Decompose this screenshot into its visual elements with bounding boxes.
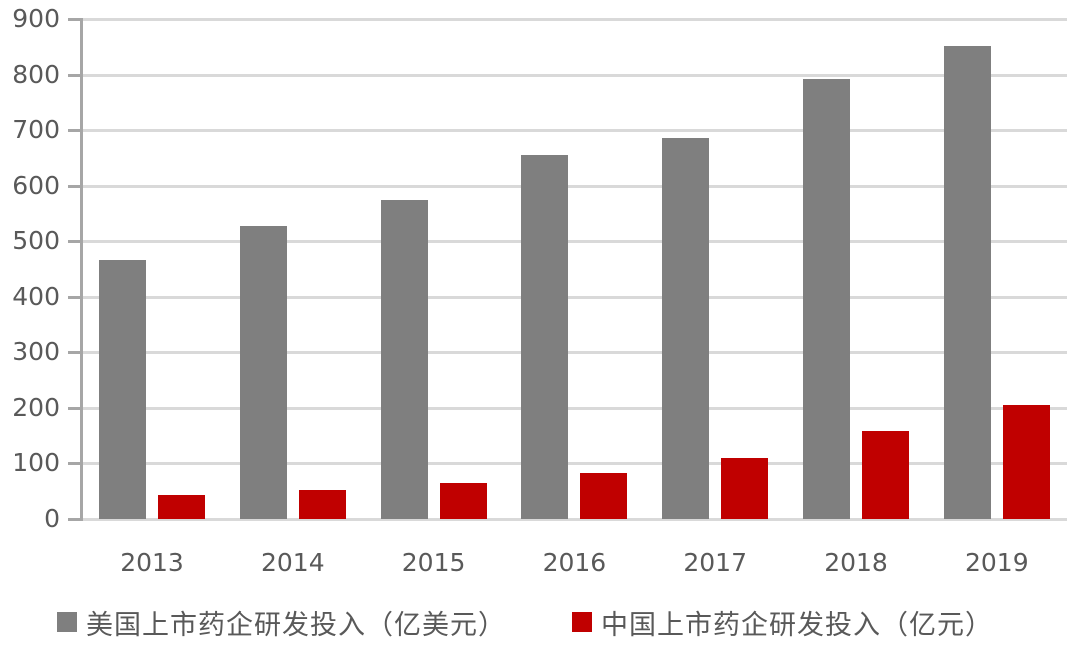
legend-item-china: 中国上市药企研发投入（亿元） — [572, 605, 993, 641]
y-tick — [68, 18, 82, 21]
gridline — [82, 462, 1067, 466]
x-tick-label: 2019 — [964, 548, 1029, 577]
bar-us — [521, 155, 569, 519]
gridline — [82, 295, 1067, 299]
y-axis-line — [80, 18, 83, 521]
legend-label-us: 美国上市药企研发投入（亿美元） — [86, 609, 506, 641]
bar-us — [662, 138, 710, 519]
legend-label-china: 中国上市药企研发投入（亿元） — [601, 609, 993, 641]
bar-china — [298, 490, 346, 519]
y-tick-label: 800 — [12, 59, 60, 89]
y-tick-label: 900 — [12, 4, 60, 33]
x-tick-label: 2013 — [120, 548, 184, 577]
x-tick-label: 2017 — [683, 548, 747, 577]
y-tick-label: 200 — [12, 392, 60, 422]
y-tick — [68, 129, 82, 133]
y-tick — [68, 406, 82, 410]
bar-us — [943, 46, 991, 519]
bar-china — [862, 430, 909, 519]
bar-us — [239, 225, 287, 519]
y-tick-label: 0 — [44, 504, 60, 533]
x-tick-label: 2016 — [542, 548, 607, 577]
y-tick — [68, 351, 82, 355]
y-tick-label: 100 — [12, 448, 60, 478]
legend-swatch-red — [572, 612, 592, 632]
gridline — [82, 351, 1067, 355]
bar-china — [721, 458, 769, 519]
bar-china — [158, 495, 205, 519]
gridline — [82, 184, 1067, 188]
y-tick-label: 400 — [12, 281, 60, 311]
y-tick-label: 300 — [12, 337, 60, 367]
y-tick-label: 700 — [12, 115, 60, 145]
y-tick-label: 600 — [12, 170, 60, 200]
x-tick-label: 2018 — [824, 548, 888, 577]
legend-swatch-gray — [57, 612, 77, 632]
bar-us — [803, 79, 850, 519]
x-tick-label: 2015 — [401, 548, 466, 577]
y-tick — [68, 240, 82, 244]
gridline — [82, 18, 1067, 21]
bar-china — [1002, 405, 1050, 519]
gridline — [82, 518, 1067, 521]
y-tick — [68, 73, 82, 77]
gridline — [82, 129, 1067, 133]
legend-item-us: 美国上市药企研发投入（亿美元） — [57, 605, 506, 641]
y-tick — [68, 518, 82, 521]
bar-china — [580, 473, 628, 519]
x-tick-label: 2014 — [260, 548, 325, 577]
bar-us — [380, 199, 428, 519]
y-tick — [68, 462, 82, 466]
y-tick — [68, 295, 82, 299]
bar-us — [99, 260, 146, 519]
bar-china — [439, 483, 487, 519]
gridline — [82, 240, 1067, 244]
gridline — [82, 406, 1067, 410]
gridline — [82, 73, 1067, 77]
y-tick — [68, 184, 82, 188]
y-tick-label: 500 — [12, 226, 60, 256]
